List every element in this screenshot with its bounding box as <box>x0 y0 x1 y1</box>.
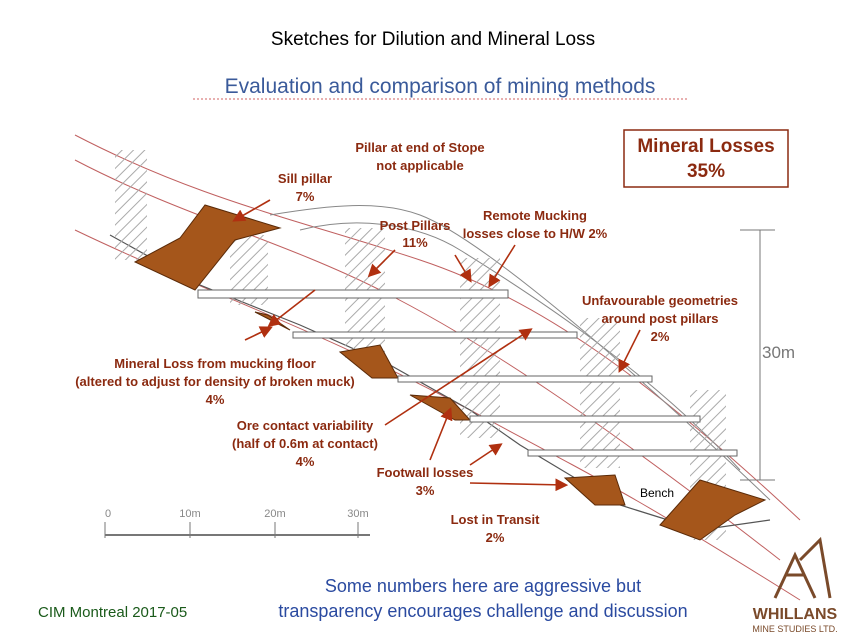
annotation: 4% <box>206 392 225 407</box>
shape <box>469 415 701 423</box>
annotation: 11% <box>402 235 428 250</box>
annotation: Mineral Loss from mucking floor <box>114 356 316 371</box>
annotation: not applicable <box>376 158 463 173</box>
shape <box>384 328 533 426</box>
annotation: 2% <box>486 530 505 545</box>
scale-label: 30m <box>347 508 368 520</box>
logo-sub: MINE STUDIES LTD. <box>752 624 837 634</box>
shape <box>659 479 767 541</box>
footer-message: Some numbers here are aggressive but <box>325 576 641 596</box>
total-value: 35% <box>687 161 725 182</box>
shape <box>397 375 653 383</box>
shape <box>429 407 453 461</box>
annotation: Ore contact variability <box>237 418 374 433</box>
subtitle: Evaluation and comparison of mining meth… <box>225 75 656 98</box>
shape <box>618 329 641 373</box>
shape <box>367 249 396 278</box>
annotations: Pillar at end of Stope not applicable Si… <box>75 140 738 545</box>
logo: WHILLANS MINE STUDIES LTD. <box>752 536 838 634</box>
shape <box>115 150 147 260</box>
shape <box>232 199 271 222</box>
shape <box>580 318 620 468</box>
annotation: Unfavourable geometries <box>582 293 738 308</box>
shape <box>244 326 273 341</box>
title: Sketches for Dilution and Mineral Loss <box>271 29 595 50</box>
shape <box>197 289 509 299</box>
shape <box>74 134 801 521</box>
annotation: 2% <box>651 329 670 344</box>
bench-label: Bench <box>640 486 674 500</box>
shape <box>299 222 741 471</box>
annotation: 4% <box>296 454 315 469</box>
annotation: Sill pillar <box>278 171 332 186</box>
scale-label: 10m <box>179 508 200 520</box>
shape <box>454 254 472 283</box>
scale-bar: 0 10m 20m 30m <box>104 508 370 538</box>
annotation: 3% <box>416 483 435 498</box>
annotation: Pillar at end of Stope <box>355 140 484 155</box>
annotation: Remote Mucking <box>483 208 587 223</box>
shape <box>460 258 500 438</box>
annotation: Post Pillars <box>380 218 451 233</box>
total-label: Mineral Losses <box>637 136 774 157</box>
shape <box>488 244 516 288</box>
sketch <box>74 134 801 601</box>
annotation: Footwall losses <box>377 465 474 480</box>
total-box <box>623 129 789 188</box>
shape <box>527 449 738 457</box>
annotation: losses close to H/W 2% <box>463 226 608 241</box>
annotation: Lost in Transit <box>451 512 541 527</box>
shape <box>563 474 626 506</box>
annotation: (half of 0.6m at contact) <box>232 436 378 451</box>
annotation: around post pillars <box>601 311 718 326</box>
shape <box>469 443 503 466</box>
logo-name: WHILLANS <box>753 606 838 623</box>
shape <box>267 289 316 327</box>
annotation: (altered to adjust for density of broken… <box>75 374 355 389</box>
shape <box>133 204 282 291</box>
event: CIM Montreal 2017-05 <box>38 604 187 621</box>
scale-label: 0 <box>105 508 111 520</box>
scale-label: 20m <box>264 508 285 520</box>
annotation: 7% <box>296 189 315 204</box>
footer-message: transparency encourages challenge and di… <box>278 601 687 621</box>
shape <box>269 205 771 501</box>
shape <box>773 536 832 599</box>
shape <box>469 478 569 492</box>
height-label: 30m <box>762 343 795 362</box>
shape <box>292 331 578 339</box>
